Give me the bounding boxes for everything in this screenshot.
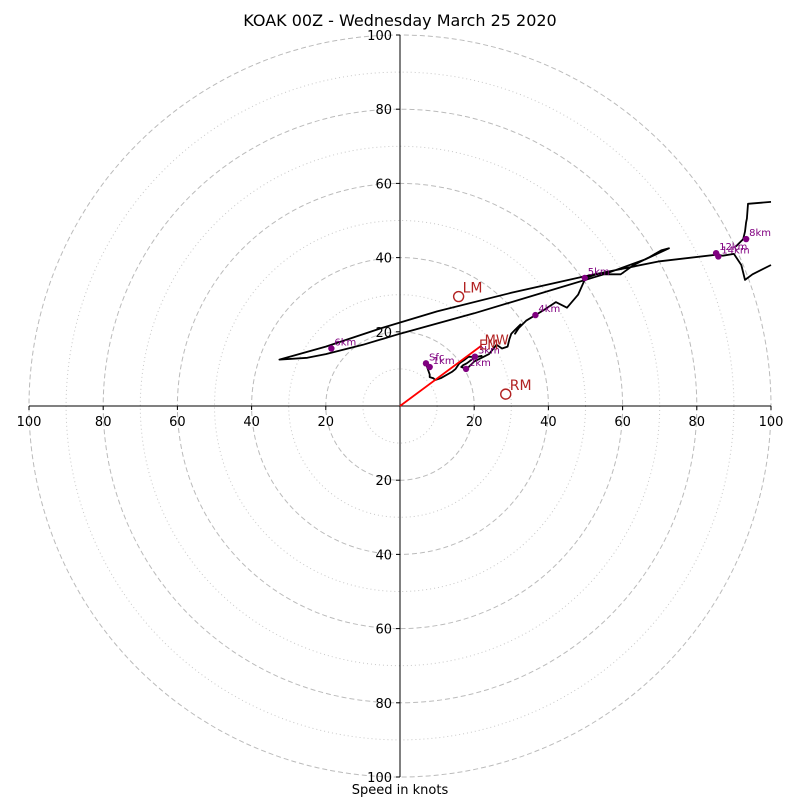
height-marker-point xyxy=(715,253,722,260)
y-tick-label: 40 xyxy=(375,252,392,267)
hodograph-line-upper xyxy=(735,201,772,248)
height-marker-label: 1km xyxy=(433,356,455,367)
height-marker-label: Sfc xyxy=(429,352,444,363)
y-tick-label: 20 xyxy=(375,474,392,489)
x-tick-label: 100 xyxy=(17,415,42,430)
tick-labels: 100 80 60 40 20 20 40 60 80 100100806040202040608… xyxy=(17,29,784,786)
chart-title: KOAK 00Z - Wednesday March 25 2020 xyxy=(243,11,557,30)
height-marker-label: 14km xyxy=(721,245,749,256)
height-marker-point xyxy=(532,311,539,319)
height-marker-point xyxy=(471,353,479,360)
height-marker-point xyxy=(742,235,750,243)
mean-wind-vector xyxy=(399,344,483,407)
height-marker-label: 8km xyxy=(749,228,771,239)
storm-motion-marker xyxy=(452,290,465,303)
x-tick-label: 80 xyxy=(689,415,706,430)
height-marker-label: 4km xyxy=(538,304,560,315)
y-tick-label: 40 xyxy=(375,548,392,563)
storm-motion-label: LM xyxy=(463,281,483,297)
storm-motion-label: EM xyxy=(479,338,498,353)
height-marker-label: 6km xyxy=(334,337,356,348)
x-tick-label: 100 xyxy=(759,415,784,430)
x-tick-label: 20 xyxy=(466,415,483,430)
y-tick-label: 80 xyxy=(375,103,392,118)
x-axis-label: Speed in knots xyxy=(351,783,449,798)
y-tick-label: 100 xyxy=(367,29,392,44)
x-tick-label: 80 xyxy=(95,415,112,430)
y-tick-label: 80 xyxy=(375,697,392,712)
height-marker-point xyxy=(328,345,335,352)
y-tick-label: 60 xyxy=(375,177,392,192)
x-tick-label: 60 xyxy=(614,415,631,430)
height-marker-label: 2km xyxy=(469,358,491,369)
y-tick-label: 100 xyxy=(367,771,392,786)
height-marker-point xyxy=(581,274,588,282)
height-marker-label: 3km xyxy=(478,346,500,357)
x-tick-label: 20 xyxy=(318,415,335,430)
hodograph-line xyxy=(278,247,772,381)
height-marker-label: 12km xyxy=(719,242,747,253)
hodograph-trace xyxy=(278,201,772,407)
storm-motion-label: MW xyxy=(485,334,509,349)
storm-motion-label: RM xyxy=(510,378,532,394)
x-tick-label: 40 xyxy=(540,415,557,430)
height-marker-point xyxy=(462,365,470,373)
storm-motion-marker xyxy=(500,388,512,400)
x-tick-label: 40 xyxy=(243,415,260,430)
x-tick-label: 60 xyxy=(169,415,186,430)
y-tick-label: 60 xyxy=(375,623,392,638)
height-marker-point xyxy=(426,363,433,371)
height-marker-label: 5km xyxy=(588,267,610,278)
